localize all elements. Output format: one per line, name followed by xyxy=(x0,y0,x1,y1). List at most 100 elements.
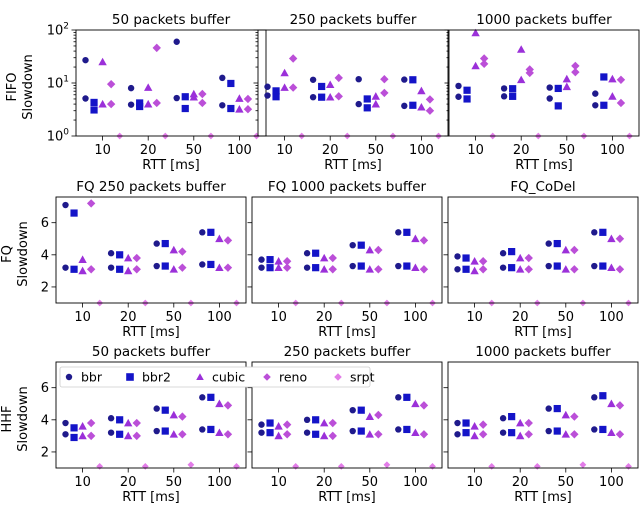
point-reno xyxy=(374,430,383,439)
point-bbr xyxy=(303,264,311,271)
point-cubic xyxy=(280,83,289,91)
point-bbr xyxy=(592,90,599,97)
legend-label-bbr: bbr xyxy=(81,370,103,385)
subplot-title: FQ 250 packets buffer xyxy=(76,179,226,195)
y-axis-label-top: FIFO xyxy=(5,72,20,101)
point-bbr xyxy=(545,240,552,247)
point-bbr2 xyxy=(90,106,98,114)
plot-frame xyxy=(251,196,443,304)
point-reno xyxy=(425,106,435,115)
point-cubic xyxy=(365,265,374,273)
point-bbr2 xyxy=(599,392,607,400)
legend-label-cubic: cubic xyxy=(212,370,245,385)
point-reno xyxy=(282,430,292,439)
subplot-8: 250 packets buffer 10 20 50 100 RTT [ms] xyxy=(247,344,443,505)
y-tick-label: 2 xyxy=(41,445,49,460)
point-bbr2 xyxy=(318,93,326,101)
row-ylabel: HHF Slowdown xyxy=(0,386,31,452)
point-bbr2 xyxy=(599,262,607,270)
point-reno xyxy=(282,257,292,266)
y-axis-label-bottom: Slowdown xyxy=(16,386,31,452)
point-bbr xyxy=(455,93,462,100)
point-bbr xyxy=(500,93,508,100)
point-bbr2 xyxy=(463,86,471,94)
point-srpt xyxy=(141,462,149,470)
y-tick-exponent: 1 xyxy=(63,75,69,85)
point-bbr2 xyxy=(116,265,124,273)
point-cubic xyxy=(144,99,153,108)
point-bbr2 xyxy=(462,265,470,273)
point-reno xyxy=(288,83,298,92)
point-bbr2 xyxy=(357,262,365,270)
point-reno xyxy=(282,263,292,272)
point-bbr xyxy=(349,427,356,435)
point-reno xyxy=(178,430,187,439)
point-reno xyxy=(478,430,488,439)
point-bbr xyxy=(153,240,160,247)
point-cubic xyxy=(562,74,571,83)
point-bbr2 xyxy=(70,424,78,432)
point-cubic xyxy=(561,265,570,273)
point-bbr2 xyxy=(553,404,561,413)
point-bbr xyxy=(153,405,160,412)
point-bbr xyxy=(454,431,461,438)
point-cubic xyxy=(411,263,420,272)
point-cubic xyxy=(124,431,133,440)
x-tick-label: 10 xyxy=(467,143,484,158)
subplot-2: 250 packets buffer 10 20 50 100 RTT [ms] xyxy=(253,12,449,173)
point-bbr2 xyxy=(266,256,274,264)
point-bbr xyxy=(127,101,135,108)
x-tick-label: 10 xyxy=(276,143,293,158)
point-reno xyxy=(106,99,116,109)
point-cubic xyxy=(320,253,329,262)
point-reno xyxy=(106,79,116,89)
x-tick-label: 20 xyxy=(140,143,157,158)
point-cubic xyxy=(470,422,479,430)
point-reno xyxy=(132,418,141,428)
point-reno xyxy=(380,88,389,98)
point-reno xyxy=(152,98,161,108)
point-cubic xyxy=(365,430,374,438)
point-bbr2 xyxy=(116,251,124,259)
x-tick-label: 50 xyxy=(558,310,575,325)
point-reno xyxy=(86,418,96,428)
x-tick-label: 20 xyxy=(120,475,137,490)
legend-marker-bbr2 xyxy=(126,373,134,381)
point-reno xyxy=(86,199,96,208)
point-reno xyxy=(570,412,579,421)
point-cubic xyxy=(516,265,525,273)
point-cubic xyxy=(144,83,153,91)
x-tick-label: 100 xyxy=(600,143,625,158)
subplot-9: 1000 packets buffer 10 20 50 100 RTT [ms] xyxy=(443,344,639,505)
point-bbr2 xyxy=(409,101,417,109)
point-cubic xyxy=(215,234,224,243)
point-cubic xyxy=(517,75,526,84)
point-bbr xyxy=(401,76,408,83)
x-tick-label: 50 xyxy=(559,143,576,158)
point-cubic xyxy=(320,265,329,273)
point-reno xyxy=(478,265,488,274)
point-bbr2 xyxy=(312,249,320,257)
legend-marker-srpt xyxy=(334,373,342,381)
point-bbr2 xyxy=(508,248,516,256)
point-reno xyxy=(223,401,233,410)
point-bbr2 xyxy=(462,429,470,437)
point-cubic xyxy=(78,266,87,275)
point-bbr xyxy=(258,256,265,263)
point-bbr xyxy=(264,83,271,90)
point-cubic xyxy=(470,266,479,275)
x-tick-label: 50 xyxy=(186,143,203,158)
point-cubic xyxy=(326,92,335,101)
point-bbr xyxy=(546,95,553,102)
point-bbr xyxy=(127,84,135,92)
point-reno xyxy=(524,253,533,263)
point-bbr2 xyxy=(508,264,516,272)
x-tick-label: 10 xyxy=(466,475,483,490)
y-tick-label: 6 xyxy=(41,216,49,231)
point-reno xyxy=(616,75,626,84)
point-bbr2 xyxy=(227,104,235,113)
point-bbr xyxy=(591,229,598,236)
point-cubic xyxy=(235,105,244,113)
point-cubic xyxy=(78,431,87,440)
row-ylabel: FIFO Slowdown xyxy=(5,54,36,120)
